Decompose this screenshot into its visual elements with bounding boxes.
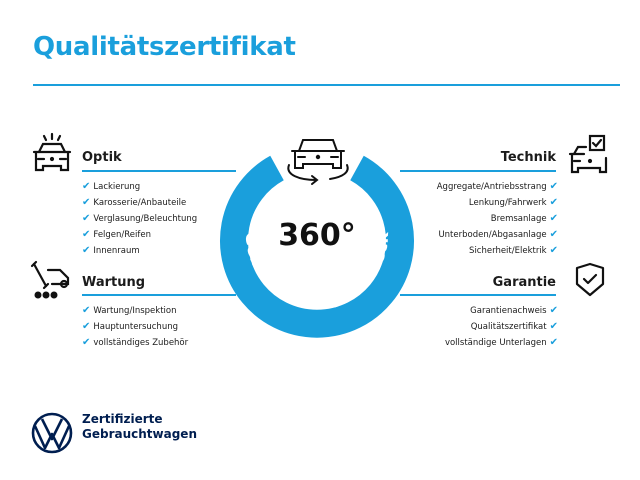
check-icon: ✔ (82, 245, 91, 256)
list-item: ✔ Lackierung (82, 181, 141, 192)
section-divider-optik (82, 170, 236, 172)
check-icon: ✔ (82, 181, 91, 192)
brand-label: Zertifizierte Gebrauchtwagen (82, 412, 197, 442)
shield-check-icon (575, 262, 605, 297)
list-item: Bremsanlage ✔ (490, 213, 558, 224)
car-checkbox-icon (568, 134, 608, 174)
list-item: Garantienachweis ✔ (470, 305, 558, 316)
section-divider-garantie (400, 294, 556, 296)
check-icon: ✔ (82, 213, 91, 224)
badge-value: 360° (278, 218, 356, 253)
list-optik: ✔ Lackierung ✔ Karosserie/Anbauteile ✔ Verg… (82, 179, 197, 259)
list-item: Aggregate/Antriebsstrang ✔ (436, 181, 558, 192)
check-icon: ✔ (549, 337, 558, 348)
list-garantie: Garantienachweis ✔ Qualitätszertifikat ✔ v… (400, 303, 558, 351)
check-icon: ✔ (549, 229, 558, 240)
check-icon: ✔ (549, 197, 558, 208)
section-heading-wartung: Wartung (82, 275, 146, 290)
check-icon: ✔ (549, 245, 558, 256)
check-icon: ✔ (82, 197, 91, 208)
list-item: Sicherheit/Elektrik ✔ (469, 245, 558, 256)
car-lights-icon (32, 132, 72, 172)
page-title: Qualitätszertifikat (33, 32, 296, 62)
list-item: ✔ vollständiges Zubehör (82, 337, 189, 348)
list-wartung: ✔ Wartung/Inspektion ✔ Hauptuntersuchung ✔… (82, 303, 188, 351)
section-heading-technik: Technik (500, 150, 556, 165)
check-icon: ✔ (549, 181, 558, 192)
badge-ring (220, 155, 414, 338)
brand-line-2: Gebrauchtwagen (82, 427, 197, 441)
list-item: ✔ Innenraum (82, 245, 140, 256)
list-item: ✔ Hauptuntersuchung (82, 321, 178, 332)
check-icon: ✔ (549, 213, 558, 224)
car-rotate-360-icon (287, 139, 349, 185)
section-heading-garantie: Garantie (492, 275, 556, 290)
list-item: vollständige Unterlagen ✔ (444, 337, 558, 348)
check-icon: ✔ (549, 321, 558, 332)
tow-truck-wrench-icon (30, 260, 70, 299)
vw-logo (31, 412, 73, 454)
list-item: ✔ Felgen/Reifen (82, 229, 152, 240)
list-item: Unterboden/Abgasanlage ✔ (438, 229, 558, 240)
list-item: ✔ Karosserie/Anbauteile (82, 197, 187, 208)
list-technik: Aggregate/Antriebsstrang ✔ Lenkung/Fahrwe… (400, 179, 558, 259)
brand-line-1: Zertifizierte (82, 412, 163, 426)
list-item: Qualitätszertifikat ✔ (470, 321, 558, 332)
section-divider-wartung (82, 294, 236, 296)
section-divider-technik (400, 170, 556, 172)
check-icon: ✔ (82, 337, 91, 348)
section-heading-optik: Optik (82, 150, 122, 165)
check-icon: ✔ (549, 305, 558, 316)
list-item: ✔ Wartung/Inspektion (82, 305, 177, 316)
check-icon: ✔ (82, 321, 91, 332)
list-item: Lenkung/Fahrwerk ✔ (468, 197, 558, 208)
list-item: ✔ Verglasung/Beleuchtung (82, 213, 198, 224)
check-icon: ✔ (82, 305, 91, 316)
title-divider (33, 84, 620, 86)
check-icon: ✔ (82, 229, 91, 240)
